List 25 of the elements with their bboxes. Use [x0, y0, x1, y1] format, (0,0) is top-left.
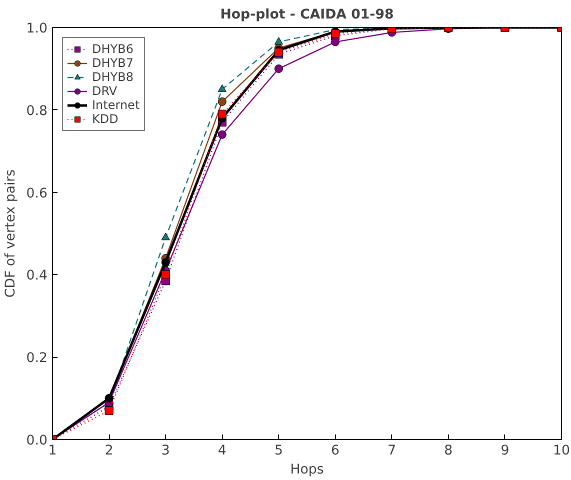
legend-label: DHYB7 [92, 56, 134, 70]
x-tick-label: 1 [48, 444, 57, 458]
y-tick-label: 0.0 [26, 434, 48, 448]
x-tick-label: 2 [104, 444, 114, 458]
legend-label: DHYB8 [92, 70, 134, 84]
x-tick-label: 8 [444, 444, 453, 458]
legend-label: DRV [92, 84, 118, 98]
x-axis-title: Hops [290, 462, 324, 478]
x-tick-label: 10 [553, 444, 570, 458]
y-tick-label: 0.4 [26, 268, 48, 284]
chart-title: Hop-plot - CAIDA 01-98 [220, 8, 394, 22]
y-tick-label: 0.6 [26, 186, 48, 202]
legend-label: Internet [92, 98, 140, 112]
y-tick-label: 0.2 [26, 351, 48, 366]
x-tick-label: 7 [388, 444, 396, 458]
x-tick-label: 9 [500, 444, 510, 458]
legend-label: KDD [92, 112, 118, 126]
y-axis-title: CDF of vertex pairs [3, 169, 18, 298]
x-tick-label: 6 [331, 444, 340, 458]
x-tick-label: 5 [274, 444, 283, 458]
y-tick-label: 1.0 [26, 22, 48, 36]
legend-label: DHYB6 [92, 42, 134, 56]
y-tick-label: 0.8 [26, 104, 48, 119]
x-tick-label: 3 [161, 444, 170, 458]
x-tick-label: 4 [218, 444, 226, 458]
